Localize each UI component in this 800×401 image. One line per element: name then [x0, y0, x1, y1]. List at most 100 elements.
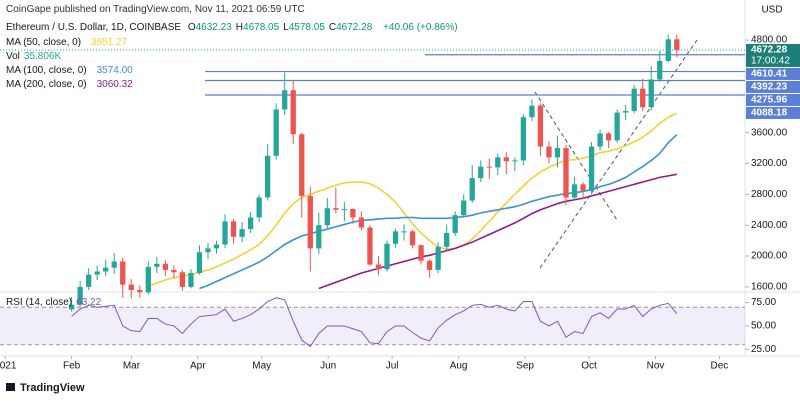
candle-body	[418, 245, 424, 261]
candle-body	[452, 215, 458, 233]
candle-body	[222, 221, 228, 245]
level-label: 4610.41	[751, 69, 788, 80]
candle-body	[324, 208, 330, 226]
candle-body	[103, 267, 109, 272]
x-tick-label: Mar	[123, 361, 141, 372]
candle-body	[333, 208, 339, 210]
ohlc-key: L	[283, 22, 289, 33]
ohlc-key: H	[235, 22, 244, 33]
candle-body	[282, 90, 288, 110]
y-tick-label: 3600.00	[751, 127, 788, 138]
x-tick-label: Apr	[190, 361, 206, 372]
last-price-box	[746, 43, 800, 67]
candle-body	[205, 248, 211, 253]
legend-name: MA (50, close, 0)	[6, 37, 82, 48]
candle-body	[648, 79, 654, 108]
candle-body	[137, 290, 143, 293]
candle-body	[290, 90, 296, 135]
legend-name: MA (100, close, 0)	[6, 65, 87, 76]
legend-value: 3574.00	[96, 65, 133, 76]
x-tick-label: Oct	[581, 361, 597, 372]
candle-body	[299, 134, 305, 196]
legend-name: MA (200, close, 0)	[6, 79, 87, 90]
candle-body	[520, 117, 527, 161]
candle-body	[367, 227, 373, 265]
ma-legend: MA (50, close, 0) 3851.27	[6, 36, 131, 49]
candle-body	[128, 284, 134, 290]
currency-label: USD	[761, 5, 782, 16]
y-tick-label: 2400.00	[751, 220, 788, 231]
y-tick-label: 50.00	[751, 321, 776, 332]
trend-line	[534, 91, 618, 221]
rsi-band	[0, 307, 745, 345]
candle-body	[461, 200, 467, 216]
brand-name: TradingView	[20, 382, 85, 394]
brand-logo	[6, 383, 15, 391]
ohlc-key: O	[187, 22, 196, 33]
candle-body	[111, 261, 117, 268]
candle-body	[401, 231, 407, 233]
y-tick-label: 2000.00	[751, 251, 788, 262]
candle-body	[256, 197, 262, 218]
last-price-label: 4672.28	[751, 45, 788, 56]
candle-body	[495, 157, 501, 168]
level-box	[746, 106, 800, 119]
ohlc-value: 4672.28	[336, 22, 373, 33]
rsi-line	[71, 297, 678, 348]
legend-value: 3060.32	[96, 79, 133, 90]
x-tick-label: Nov	[647, 361, 665, 372]
candle-body	[265, 155, 271, 198]
x-tick-label: Jun	[320, 361, 336, 372]
candle-body	[486, 166, 492, 168]
candle-body	[316, 225, 322, 249]
x-tick-label: Dec	[711, 361, 729, 372]
level-box	[746, 80, 800, 93]
candle-body	[554, 148, 561, 158]
candle-body	[563, 148, 569, 198]
last-time-label: 17:00:42	[751, 56, 790, 67]
legend-name: Vol	[6, 51, 20, 62]
y-tick-label: 4800.00	[751, 35, 788, 46]
candle-body	[623, 111, 629, 113]
change: +40.06 (+0.86%)	[383, 22, 458, 33]
candle-body	[171, 269, 177, 273]
publisher: CoinGape published on TradingView.com, N…	[6, 4, 305, 15]
ma-line	[199, 134, 678, 290]
candle-body	[631, 88, 637, 112]
ma-line	[148, 112, 678, 287]
candle-body	[307, 195, 313, 249]
ma-legend: MA (100, close, 0) 3574.00	[6, 64, 137, 77]
level-label: 4392.23	[751, 82, 788, 93]
legend-value: 63.22	[76, 297, 102, 308]
level-box	[746, 67, 800, 80]
level-label: 4275.96	[751, 95, 788, 106]
legend-name: RSI (14, close)	[6, 297, 73, 308]
candle-body	[179, 272, 186, 287]
y-tick-label: 75.00	[751, 297, 776, 308]
candle-body	[341, 209, 348, 211]
y-tick-label: 2800.00	[751, 189, 788, 200]
candle-body	[196, 252, 203, 274]
candle-body	[162, 263, 169, 270]
candle-body	[546, 146, 552, 158]
candle-body	[145, 266, 151, 293]
candle-body	[426, 260, 433, 270]
candle-body	[247, 217, 254, 230]
candle-body	[571, 184, 578, 198]
rsi-legend: RSI (14, close) 63.22	[6, 296, 105, 309]
brand: TradingView	[6, 382, 85, 394]
candle-body	[239, 229, 245, 237]
candle-body	[597, 133, 603, 147]
candle-body	[512, 160, 518, 162]
candle-body	[503, 157, 509, 162]
candle-body	[154, 263, 160, 267]
candle-body	[358, 217, 365, 228]
x-tick-label: Sep	[516, 361, 534, 372]
ohlc-value: 4632.23	[195, 22, 232, 33]
y-tick-label: 3200.00	[751, 158, 788, 169]
level-box	[746, 93, 800, 106]
ohlc: O4632.23 H4678.05 L4578.05 C4672.28	[188, 22, 376, 33]
x-tick-label: Aug	[450, 361, 468, 372]
candle-body	[537, 105, 544, 147]
